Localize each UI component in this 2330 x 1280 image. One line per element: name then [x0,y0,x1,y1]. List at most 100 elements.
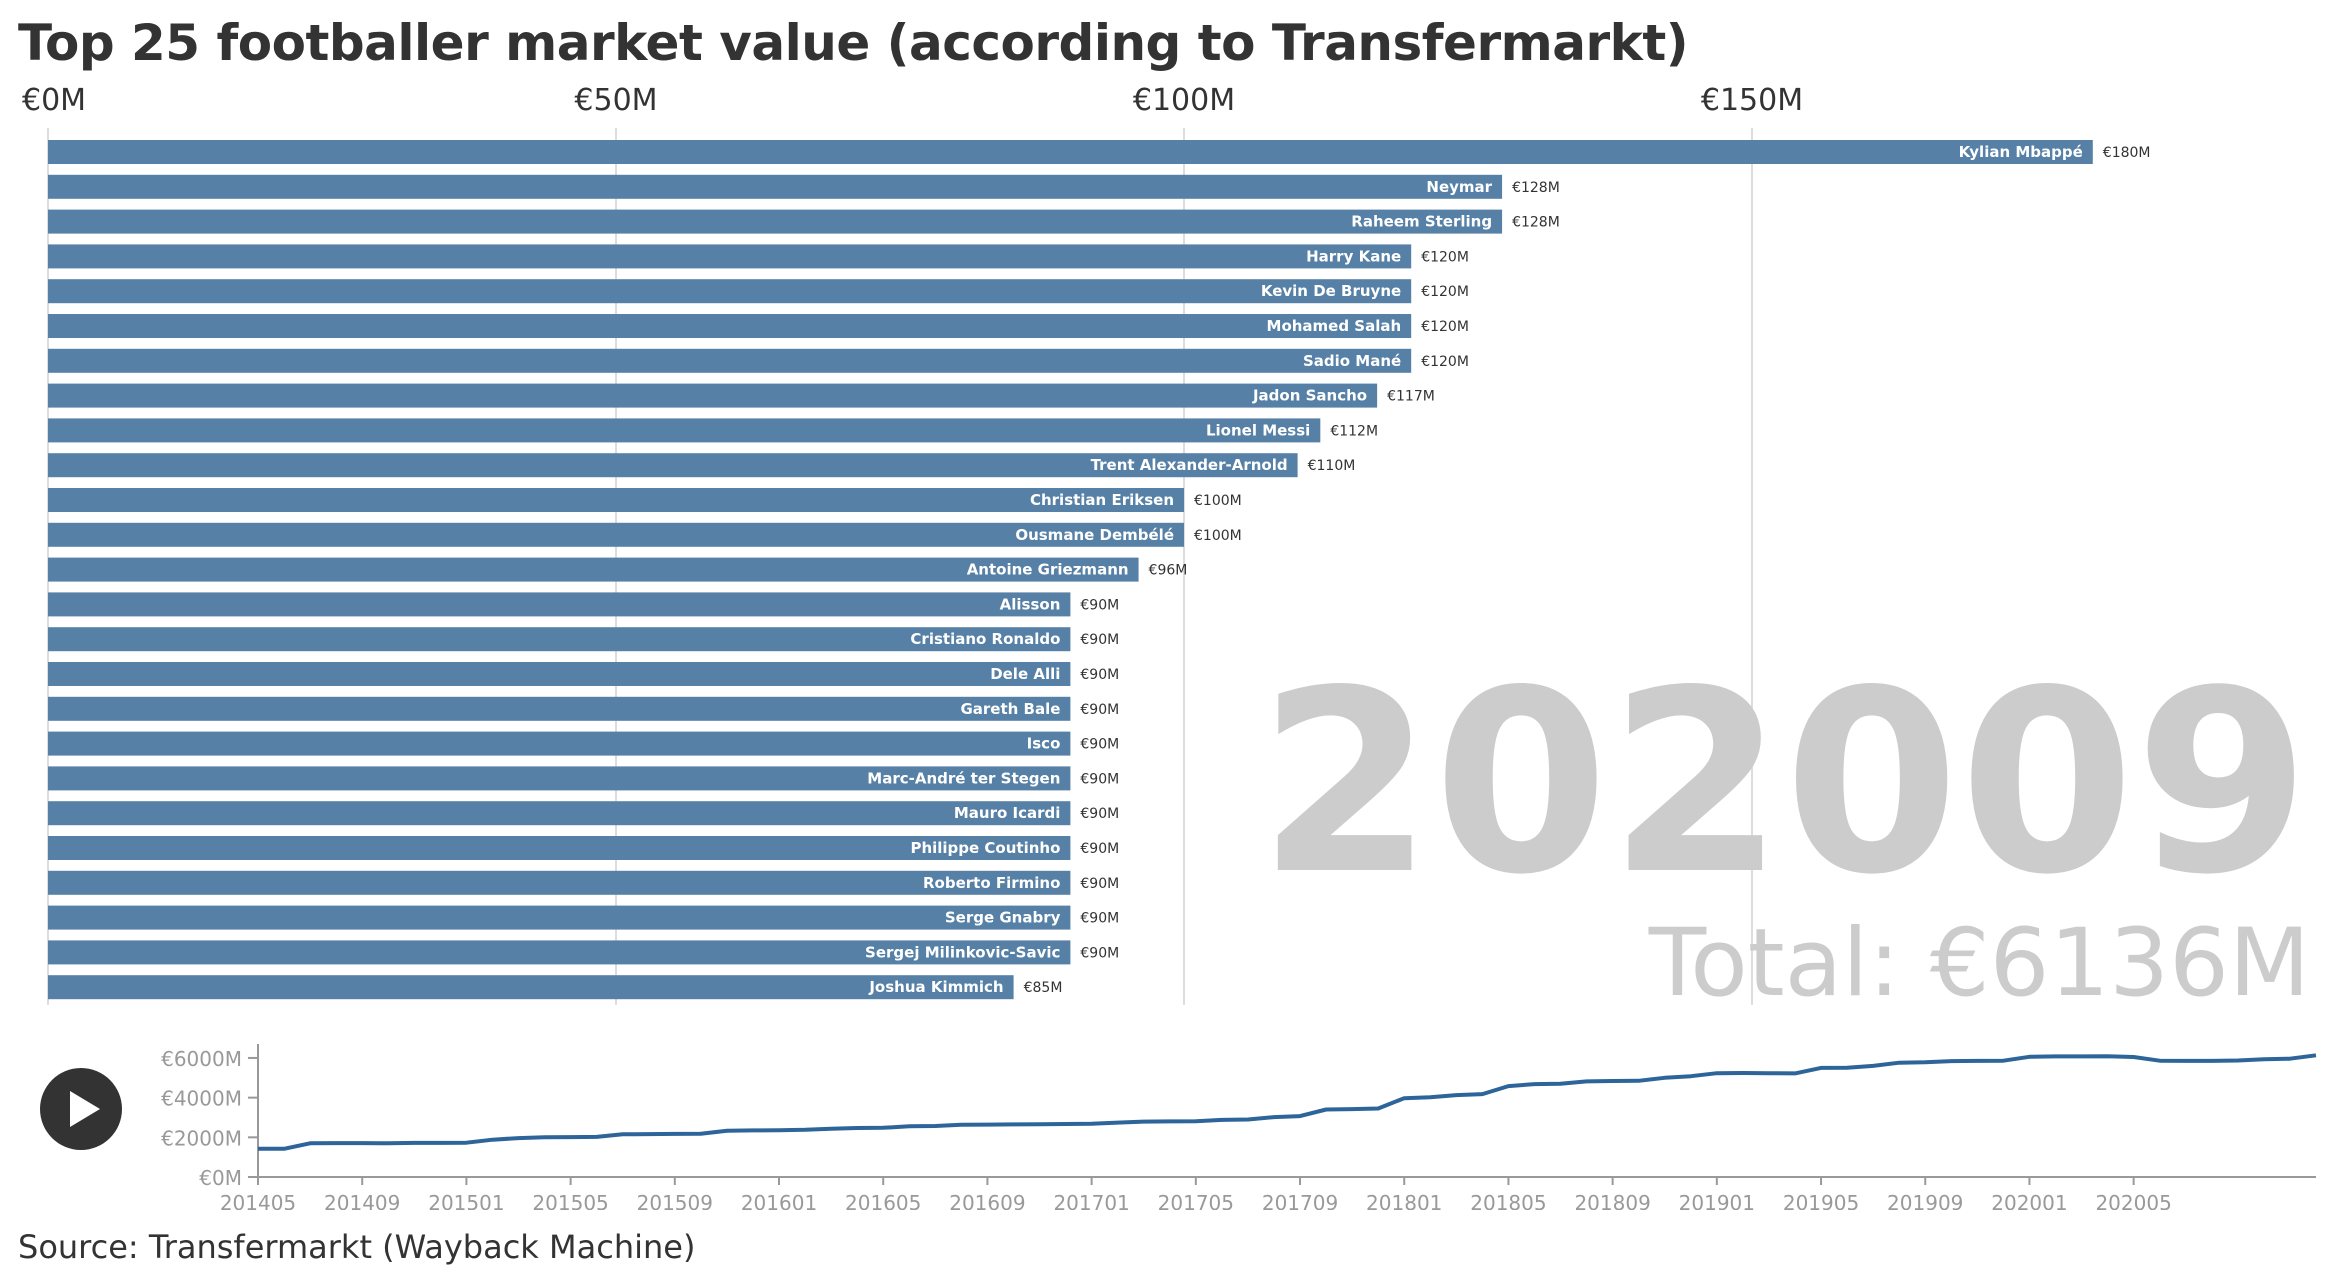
bar [48,870,1071,895]
bar-value-label: €90M [1080,597,1119,613]
bar-name-label: Raheem Sterling [1351,213,1492,231]
timeline-x-tick-label: 201701 [1053,1191,1129,1210]
bar-value-label: €128M [1512,215,1560,231]
bar-name-label: Antoine Griezmann [967,561,1129,579]
bar [48,488,1184,512]
bar-value-label: €110M [1308,458,1356,474]
bar [48,314,1412,338]
page-title: Top 25 footballer market value (accordin… [18,14,1689,72]
bar [48,592,1071,617]
bar-value-label: €90M [1080,737,1119,753]
bar-value-label: €112M [1330,423,1378,439]
timeline-x-tick-label: 201909 [1887,1191,1963,1210]
bar-value-label: €85M [1024,980,1063,996]
timeline-x-tick-label: 201501 [428,1191,504,1210]
bar [48,766,1071,791]
bar [48,244,1412,269]
bar-value-label: €90M [1080,771,1119,787]
timeline-y-tick-label: €2000M [161,1126,242,1150]
bar-name-label: Marc-André ter Stegen [867,769,1060,787]
bar-name-label: Ousmane Dembélé [1015,526,1174,544]
bar-value-label: €120M [1421,249,1469,265]
timeline-axes: €0M €2000M €4000M €6000M 201405 201409 201501 2… [161,1044,2316,1210]
bar-value-label: €128M [1512,180,1560,196]
bar-name-label: Trent Alexander-Arnold [1091,456,1288,474]
bar-name-label: Mauro Icardi [954,804,1061,822]
play-icon [70,1091,100,1127]
bar-name-label: Alisson [1000,595,1061,613]
total-label: Total: €6136M [1648,909,2310,1010]
timeline-x-tick-label: 201609 [949,1191,1025,1210]
x-tick-label: €100M [1133,83,1235,118]
bar-name-label: Gareth Bale [960,700,1060,718]
bar-name-label: Roberto Firmino [923,874,1060,892]
bar [48,209,1503,234]
bar [48,940,1071,965]
timeline-x-tick-label: 201405 [220,1191,296,1210]
bar-value-label: €90M [1080,702,1119,718]
x-axis-ticks: €0M €50M €100M €150M [22,83,1803,118]
bar [48,801,1071,826]
bar [48,662,1071,686]
bar [48,348,1412,373]
bar-name-label: Cristiano Ronaldo [910,630,1060,648]
timeline-x-tick-label: 201801 [1366,1191,1442,1210]
source-note: Source: Transfermarkt (Wayback Machine) [18,1228,696,1266]
timeline-x-tick-label: 201709 [1262,1191,1338,1210]
bar-name-label: Kylian Mbappé [1959,143,2083,161]
bar [48,418,1321,443]
bar-value-label: €96M [1149,563,1188,579]
bar [48,279,1412,304]
bar-value-label: €120M [1421,319,1469,335]
bar-name-label: Christian Eriksen [1030,491,1174,509]
bar-value-label: €180M [2103,145,2151,161]
bar [48,140,2093,164]
bar-name-label: Mohamed Salah [1267,317,1402,335]
bar-name-label: Serge Gnabry [945,909,1061,927]
bar-name-label: Harry Kane [1306,247,1401,265]
bar-value-label: €120M [1421,354,1469,370]
bar [48,905,1071,930]
x-tick-label: €150M [1701,83,1803,118]
timeline-x-tick-label: 201409 [324,1191,400,1210]
timeline-x-tick-label: 202001 [1991,1191,2067,1210]
bar-value-label: €90M [1080,806,1119,822]
bar-value-label: €117M [1387,389,1435,405]
timeline-x-tick-label: 201809 [1574,1191,1650,1210]
bar-value-label: €90M [1080,632,1119,648]
bar-name-label: Philippe Coutinho [910,839,1060,857]
total-value-line-chart: €0M €2000M €4000M €6000M 201405 201409 201501 2… [161,1044,2317,1210]
bar [48,557,1139,582]
x-tick-label: €0M [22,83,86,118]
total-value-line [258,1053,2317,1151]
bar [48,627,1071,652]
bar-value-label: €100M [1194,528,1242,544]
play-button[interactable] [40,1068,122,1150]
timeline-y-tick-label: €0M [199,1166,242,1190]
bar-value-label: €90M [1080,667,1119,683]
bar-name-label: Dele Alli [990,665,1060,683]
bar-value-label: €90M [1080,876,1119,892]
timeline-y-tick-label: €4000M [161,1087,242,1111]
x-tick-label: €50M [574,83,657,118]
bar-value-label: €90M [1080,911,1119,927]
bar-name-label: Jadon Sancho [1252,387,1367,405]
bar [48,731,1071,756]
current-period-label: 202009 [1258,637,2310,930]
bar-chart: €0M €50M €100M €150M 202009 Total: €6136M K… [22,83,2310,1010]
timeline-x-tick-label: 201505 [532,1191,608,1210]
timeline-x-tick-label: 202005 [2095,1191,2171,1210]
bar-value-label: €100M [1194,493,1242,509]
timeline-x-tick-label: 201605 [845,1191,921,1210]
bar-name-label: Kevin De Bruyne [1261,282,1401,300]
timeline-x-tick-label: 201805 [1470,1191,1546,1210]
bar [48,522,1184,547]
bar [48,836,1071,860]
timeline-x-tick-label: 201509 [637,1191,713,1210]
bar-name-label: Sadio Mané [1303,352,1401,370]
bar [48,975,1014,1000]
bar-value-label: €90M [1080,841,1119,857]
bar-value-label: €90M [1080,945,1119,961]
bar [48,453,1298,478]
bar-name-label: Isco [1027,735,1061,753]
